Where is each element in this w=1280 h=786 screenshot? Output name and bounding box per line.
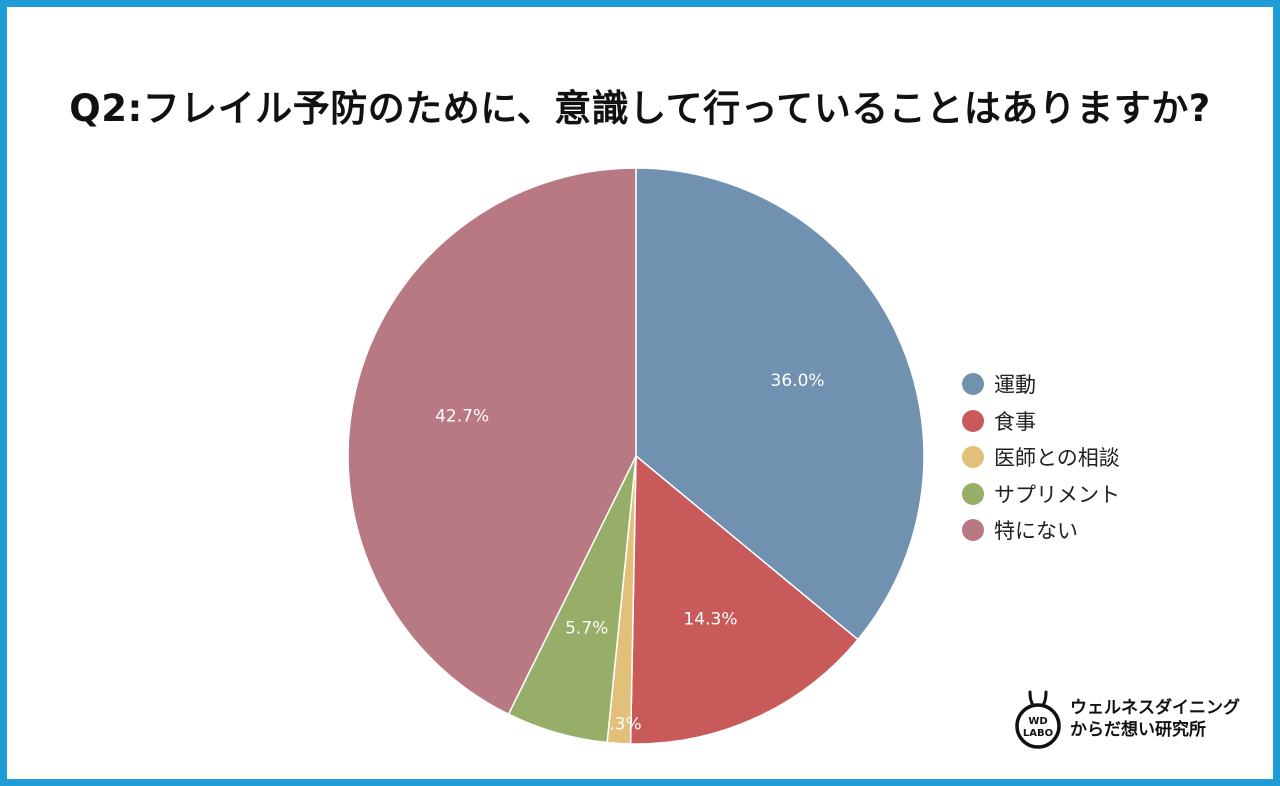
legend-label: 食事 <box>994 409 1036 434</box>
slice-label: 14.3% <box>683 609 737 629</box>
chart-title: Q2:フレイル予防のために、意識して行っていることはありますか? <box>69 87 1211 130</box>
slice-label: 36.0% <box>771 371 825 391</box>
legend-item: 運動 <box>962 366 1120 403</box>
legend-label: サプリメント <box>994 482 1120 507</box>
logo-text-top: WD <box>1028 716 1047 727</box>
legend-label: 特にない <box>994 519 1078 544</box>
logo-text-bottom: LABO <box>1023 728 1053 739</box>
legend-swatch <box>962 482 984 505</box>
brand-line-1: ウェルネスダイニング <box>1070 698 1240 718</box>
slice-label: 42.7% <box>435 406 489 426</box>
legend-swatch <box>962 409 984 432</box>
legend-label: 運動 <box>994 373 1036 398</box>
pie-slice <box>347 167 637 716</box>
brand-name: ウェルネスダイニング からだ想い研究所 <box>1070 697 1240 741</box>
legend-swatch <box>962 446 984 469</box>
brand-block: WD LABO ウェルネスダイニング からだ想い研究所 <box>1010 688 1240 750</box>
brand-line-2: からだ想い研究所 <box>1070 720 1206 740</box>
legend-item: 食事 <box>962 403 1120 440</box>
pie-slice <box>629 454 859 745</box>
chart-legend: 運動食事医師との相談 サプリメント 特にない <box>962 366 1120 549</box>
legend-swatch <box>962 519 984 542</box>
pie-slice <box>635 167 925 641</box>
legend-item: 医師との相談 <box>962 439 1120 476</box>
legend-item: 特にない <box>962 512 1120 549</box>
legend-item: サプリメント <box>962 476 1120 513</box>
legend-label: 医師との相談 <box>994 446 1120 471</box>
wd-labo-logo-icon: WD LABO <box>1015 690 1061 749</box>
slice-label: 5.7% <box>565 619 608 639</box>
legend-swatch <box>962 373 984 396</box>
